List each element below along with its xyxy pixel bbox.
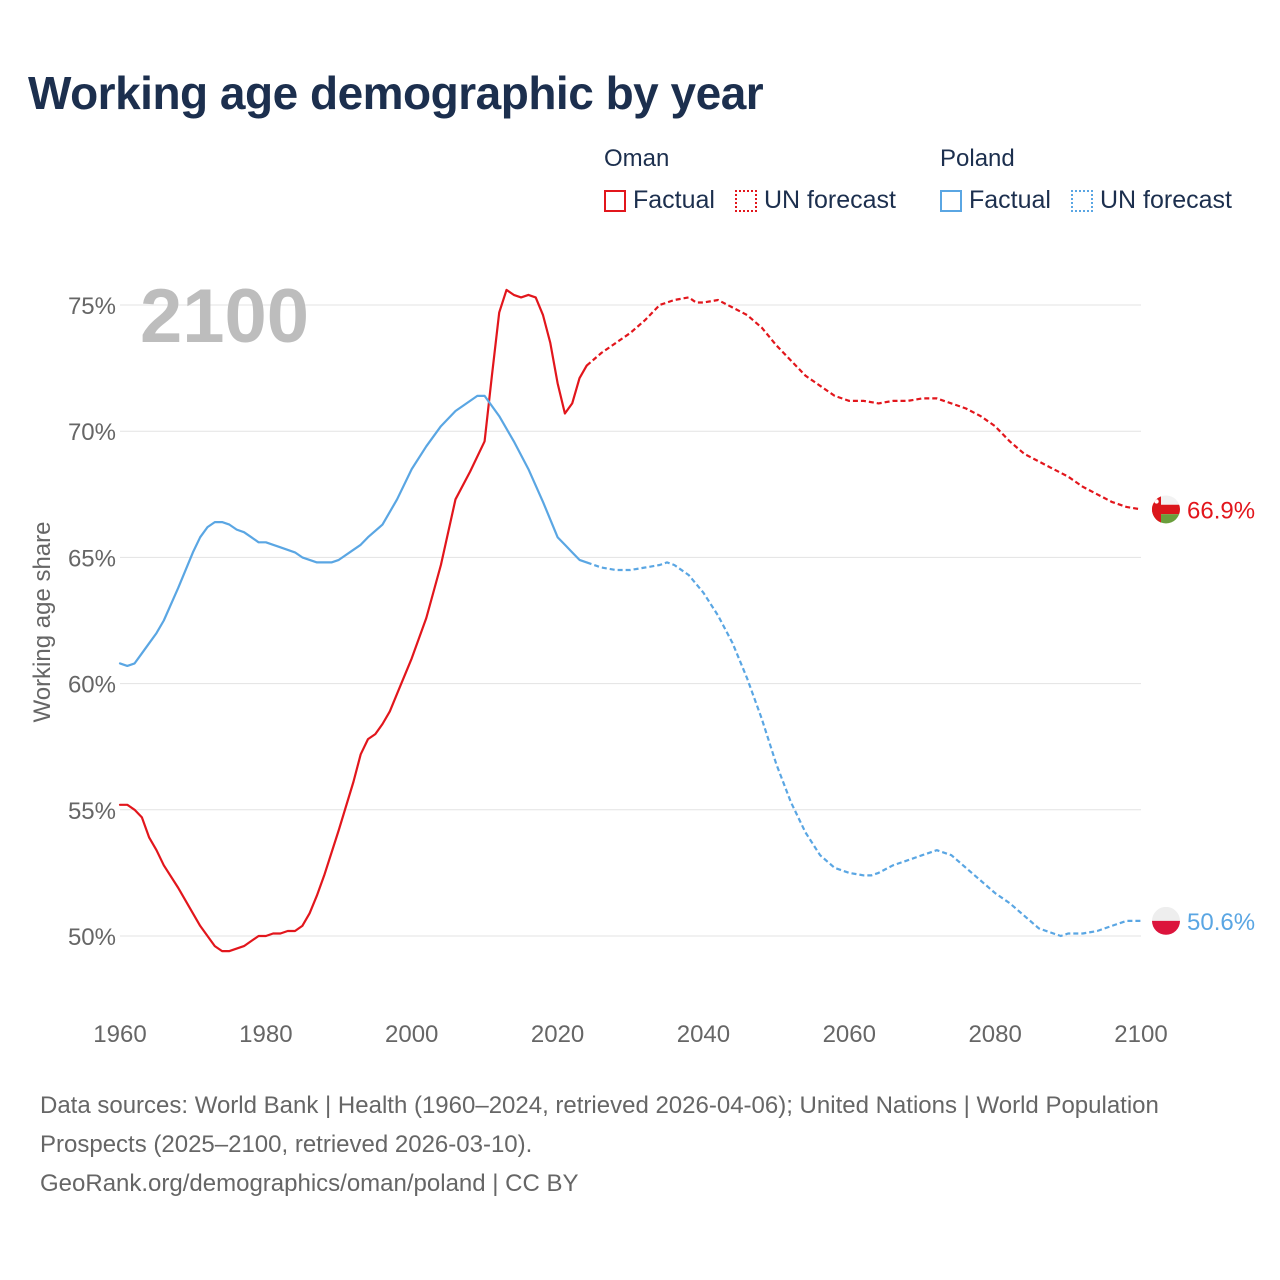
x-tick-label: 1980 (239, 1021, 292, 1048)
legend-oman-factual[interactable]: Factual (604, 186, 715, 215)
legend-swatch-solid (940, 189, 962, 212)
legend-label: Factual (633, 186, 715, 214)
legend-swatch-dotted (734, 189, 757, 212)
y-tick-labels: 50% 55% 60% 65% 70% 75% (68, 293, 116, 951)
x-tick-label: 2100 (1114, 1021, 1167, 1048)
x-tick-label: 2080 (968, 1021, 1021, 1048)
legend-label: Factual (969, 186, 1051, 214)
chart-title: Working age demographic by year (28, 67, 764, 119)
legend-poland-factual[interactable]: Factual (940, 186, 1051, 215)
line-chart: 2100 Working age share 50% 55% 60% 65% 70% 75… (29, 274, 1255, 1048)
legend-swatch-dotted (1070, 189, 1093, 212)
y-tick-label: 55% (68, 798, 116, 825)
x-tick-label: 1960 (93, 1021, 146, 1048)
legend-group-poland: Poland Factual UN forecast (940, 144, 1232, 215)
legend-poland-forecast[interactable]: UN forecast (1070, 186, 1232, 215)
legend-country-poland: Poland (940, 145, 1015, 172)
series-line-oman-factual (118, 288, 588, 953)
series-line-oman-forecast (585, 296, 1142, 511)
y-axis-label: Working age share (29, 522, 56, 723)
footer: Data sources: World Bank | Health (1960–… (40, 1086, 1220, 1203)
legend-group-oman: Oman Factual UN forecast (604, 144, 896, 215)
series-lines (118, 288, 1142, 953)
legend-swatch-solid (604, 189, 626, 212)
y-tick-label: 50% (68, 924, 116, 951)
x-tick-labels: 1960 1980 2000 2020 2040 2060 2080 2100 (93, 1021, 1167, 1048)
legend-country-oman: Oman (604, 145, 670, 172)
gridlines (120, 304, 1141, 937)
y-tick-label: 65% (68, 545, 116, 572)
flag-poland-icon (1152, 906, 1180, 935)
x-tick-label: 2040 (677, 1021, 730, 1048)
series-line-poland-forecast (586, 561, 1141, 938)
y-tick-label: 70% (68, 419, 116, 446)
x-tick-label: 2060 (823, 1021, 876, 1048)
x-tick-label: 2020 (531, 1021, 584, 1048)
legend-oman-forecast[interactable]: UN forecast (734, 186, 896, 215)
flag-oman-icon (1152, 495, 1180, 524)
end-label-oman: 66.9% (1187, 497, 1255, 524)
y-tick-label: 60% (68, 672, 116, 699)
end-label-poland: 50.6% (1187, 909, 1255, 936)
year-watermark: 2100 (140, 274, 309, 359)
y-tick-label: 75% (68, 293, 116, 320)
series-line-poland-factual (118, 394, 588, 667)
data-sources: Data sources: World Bank | Health (1960–… (40, 1092, 1159, 1158)
attribution: GeoRank.org/demographics/oman/poland | C… (40, 1170, 579, 1197)
legend-label: UN forecast (1099, 186, 1232, 214)
legend-label: UN forecast (763, 186, 896, 214)
x-tick-label: 2000 (385, 1021, 438, 1048)
series-end-markers: 66.9% 50.6% (1152, 495, 1255, 936)
